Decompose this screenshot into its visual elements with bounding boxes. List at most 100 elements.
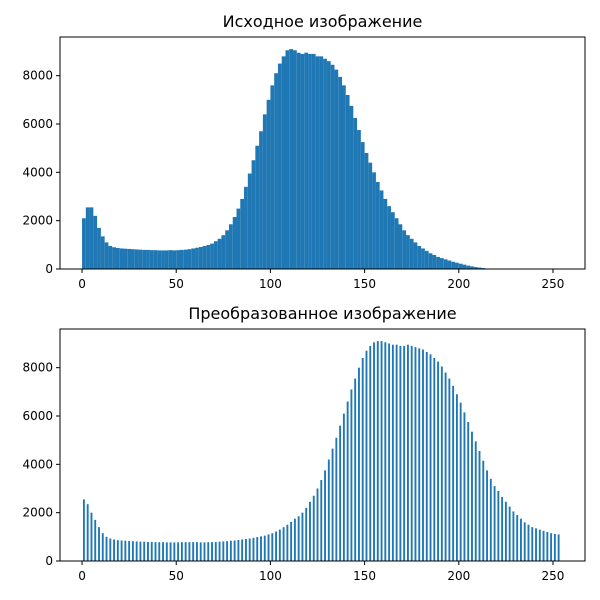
histogram-bar (244, 186, 248, 269)
bar (233, 540, 236, 561)
bar (203, 542, 206, 561)
bar (335, 437, 338, 561)
histogram-bar (119, 248, 124, 269)
histogram-bar (308, 53, 312, 269)
histogram-bar (274, 73, 278, 269)
histogram-bar (439, 258, 444, 269)
histogram-bar (85, 207, 90, 269)
bar (162, 542, 164, 561)
bar (135, 541, 138, 561)
bar (275, 531, 278, 561)
y-tick-label: 4000 (22, 165, 53, 179)
histogram-bar (424, 250, 429, 269)
histogram-bar (255, 145, 260, 269)
bar (437, 361, 440, 561)
bar (214, 541, 217, 561)
histogram-bar (379, 190, 384, 269)
histogram-bar (334, 69, 339, 269)
histogram-bar (108, 246, 113, 269)
histogram-bar (326, 61, 331, 269)
bar (346, 401, 349, 561)
histogram-bar (82, 218, 86, 269)
histogram-bar (153, 250, 158, 269)
histogram-bar (349, 105, 354, 269)
histogram-bar (421, 248, 425, 269)
histogram-bar (372, 172, 376, 269)
bar (380, 341, 383, 561)
histogram-bar (138, 249, 143, 269)
histogram-bar (436, 256, 440, 269)
bar (267, 534, 270, 561)
histogram-bar (127, 248, 132, 269)
histogram-bar (251, 160, 256, 269)
bar (143, 541, 146, 561)
bar (241, 539, 244, 561)
bar (550, 533, 553, 561)
histogram-bar (97, 227, 101, 269)
histogram-bar (319, 56, 324, 270)
bar (399, 345, 402, 561)
bar (184, 542, 187, 561)
histogram-bar (455, 262, 459, 269)
x-tick-label: 150 (353, 277, 376, 291)
bar (497, 490, 500, 561)
bar (501, 496, 504, 561)
bar (482, 460, 485, 561)
bar (305, 507, 308, 561)
y-tick-label: 0 (45, 262, 53, 276)
bar (516, 515, 519, 561)
bar (301, 512, 304, 561)
histogram-bar (270, 85, 275, 269)
histogram-bar (323, 58, 327, 269)
bar (391, 344, 394, 561)
histogram-bar (304, 52, 309, 270)
histogram-bar (131, 249, 135, 269)
bar (403, 345, 406, 561)
bar (395, 344, 398, 561)
x-tick-label: 0 (78, 277, 86, 291)
histogram-bar (285, 50, 290, 269)
histogram-bar (146, 249, 150, 269)
histogram-bar (375, 182, 380, 269)
histogram-bar (225, 230, 229, 269)
bar (444, 372, 447, 561)
bar (486, 470, 488, 561)
bar (290, 521, 293, 561)
histogram-bar (100, 236, 105, 269)
bar (158, 542, 161, 561)
bar (463, 412, 466, 561)
bar (433, 358, 436, 561)
histogram-bar (161, 250, 165, 269)
histogram-bar (406, 235, 410, 269)
bar (316, 488, 319, 561)
y-tick-label: 6000 (22, 409, 53, 423)
histogram-bar (236, 208, 241, 269)
histogram-bar (191, 248, 196, 269)
bar (98, 527, 100, 561)
histogram-bar (259, 131, 263, 269)
bar (546, 532, 549, 561)
histogram-bar (443, 259, 448, 269)
x-tick-label: 250 (542, 569, 565, 583)
histogram-bar (134, 249, 139, 269)
bar (320, 480, 323, 561)
bar (309, 501, 311, 561)
y-tick-label: 6000 (22, 117, 53, 131)
histogram-bar (183, 249, 188, 269)
y-tick-label: 0 (45, 554, 53, 568)
bar (248, 538, 251, 561)
bar (504, 501, 507, 561)
chart-title: Преобразованное изображение (188, 304, 456, 323)
histogram-bar (432, 254, 437, 269)
bar (376, 341, 379, 561)
bar (124, 540, 127, 561)
bar (211, 542, 213, 561)
bar (278, 529, 281, 561)
histogram-bar (451, 261, 456, 269)
bar (354, 378, 357, 561)
bar (222, 541, 225, 561)
bar (365, 350, 368, 561)
bar (263, 535, 266, 561)
histogram-bar (466, 265, 471, 269)
bar (369, 345, 372, 561)
